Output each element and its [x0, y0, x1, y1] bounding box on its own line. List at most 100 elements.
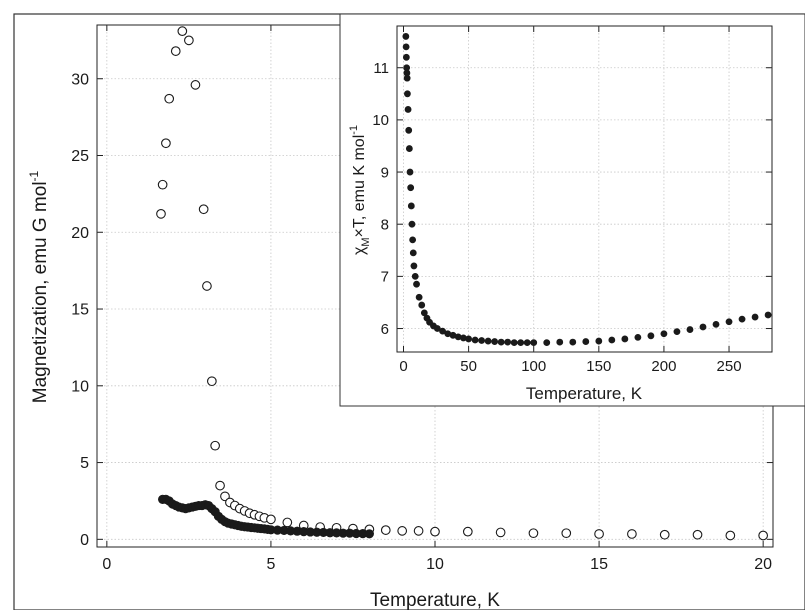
inset-series-1-point — [415, 293, 423, 301]
inset-series-1-point — [404, 90, 411, 98]
inset-series-1-point — [407, 184, 415, 192]
inset-series-1-point — [660, 330, 668, 338]
inset-series-1-point — [405, 145, 413, 152]
inset-y-axis-label-symbol: χ — [351, 246, 368, 255]
inset-series-1-point — [409, 249, 417, 257]
main-y-tick-label: 25 — [71, 148, 89, 165]
inset-x-tick-label: 100 — [521, 358, 546, 375]
inset-series-1-point — [725, 318, 733, 326]
inset-points — [402, 33, 772, 347]
main-series-1-point — [210, 440, 220, 451]
main-series-1-point — [561, 528, 572, 539]
main-series-1-point — [220, 491, 230, 502]
inset-series-1-point — [465, 335, 473, 343]
inset-y-tick-label: 8 — [381, 216, 389, 233]
inset-series-1-point — [418, 301, 426, 309]
main-series-1-point — [462, 526, 473, 537]
inset-series-1-point — [608, 336, 616, 344]
main-series-1-point — [397, 526, 408, 536]
inset-y-axis-label-subscript: M — [360, 237, 372, 246]
main-series-1-point — [627, 529, 637, 539]
inset-ticks: 0 50 100 150 200 250 6 7 8 9 10 11 — [372, 26, 772, 375]
main-y-axis-label: Magnetization, emu G mol-1 — [27, 170, 51, 403]
inset-plot: 0 50 100 150 200 250 6 7 8 9 10 11 Temperature, K χ… — [339, 13, 805, 407]
inset-series-1-point — [621, 335, 629, 343]
main-y-axis-label-exponent: -1 — [27, 170, 41, 181]
inset-series-1-point — [634, 333, 642, 341]
main-y-tick-label: 15 — [71, 302, 89, 319]
inset-series-1-point — [523, 339, 531, 347]
main-y-tick-label: 10 — [71, 378, 89, 395]
inset-y-axis-label: χM×T, emu K mol-1 — [348, 125, 372, 255]
main-series-2-point — [364, 529, 374, 539]
main-series-1-point — [282, 517, 293, 528]
main-series-1-point — [495, 527, 506, 538]
inset-series-1-point — [484, 337, 492, 345]
inset-plot-frame — [396, 25, 773, 353]
inset-y-tick-label: 11 — [373, 60, 389, 77]
inset-series-1-point — [404, 106, 412, 113]
inset-series-1-point — [517, 339, 525, 347]
inset-series-1-point — [407, 202, 415, 210]
inset-series-1-point — [402, 33, 410, 40]
inset-series-1-point — [491, 338, 499, 345]
inset-series-1-point — [504, 338, 512, 346]
inset-series-1-point — [556, 338, 564, 346]
inset-series-1-point — [543, 339, 551, 347]
inset-y-tick-label: 10 — [372, 112, 389, 129]
inset-y-axis-label-exponent: -1 — [348, 125, 360, 135]
main-x-tick-label: 5 — [266, 556, 275, 573]
inset-series-1-point — [764, 311, 772, 319]
inset-series-1-point — [686, 326, 694, 333]
main-series-1-point — [692, 529, 703, 540]
main-y-tick-label: 5 — [80, 455, 89, 472]
inset-series-1-point — [751, 313, 759, 321]
inset-x-axis-label: Temperature, K — [526, 384, 643, 403]
inset-x-tick-label: 250 — [717, 358, 742, 375]
main-series-1-point — [266, 514, 276, 525]
inset-grid — [397, 26, 772, 352]
inset-series-1-point — [673, 328, 681, 336]
inset-series-1-point — [569, 338, 577, 346]
main-series-1-point — [184, 35, 194, 46]
inset-series-1-point — [413, 280, 420, 288]
main-series-1-point — [177, 26, 188, 36]
main-series-1-point — [198, 204, 209, 215]
inset-series-1-point — [738, 315, 746, 323]
inset-series-1-point — [405, 126, 413, 134]
main-series-1-point — [528, 528, 539, 539]
main-series-1-point — [202, 281, 212, 291]
inset-series-1-point — [699, 323, 707, 331]
main-series-1-point — [659, 529, 670, 540]
main-x-tick-label: 0 — [102, 556, 111, 573]
main-grid — [97, 25, 773, 547]
inset-x-tick-label: 200 — [651, 358, 676, 375]
inset-series-1-point — [402, 53, 410, 61]
inset-series-1-point — [471, 336, 479, 344]
inset-y-tick-label: 7 — [381, 269, 389, 286]
inset-x-tick-label: 150 — [586, 358, 611, 375]
inset-x-tick-label: 0 — [399, 358, 407, 375]
inset-series-1-point — [478, 337, 486, 344]
inset-series-1-point — [411, 272, 419, 280]
inset-series-1-point — [408, 220, 416, 228]
inset-series-1-point — [406, 168, 414, 176]
main-series-1-point — [156, 208, 166, 219]
main-series-1-point — [170, 46, 181, 56]
inset-y-tick-label: 9 — [381, 164, 389, 181]
main-x-axis-label: Temperature, K — [370, 590, 500, 610]
inset-series-1-point — [712, 320, 720, 328]
main-y-tick-label: 20 — [71, 225, 89, 242]
main-series-1-point — [725, 530, 736, 541]
main-series-1-point — [594, 529, 604, 539]
inset-y-axis-label-text: ×T, emu K mol — [351, 135, 368, 238]
inset-x-tick-label: 50 — [460, 358, 477, 375]
main-series-1-point — [161, 138, 171, 149]
main-x-tick-label: 15 — [590, 556, 608, 573]
inset-series-1-point — [403, 74, 411, 82]
inset-series-1-point — [410, 262, 418, 270]
main-series-1-point — [207, 376, 217, 387]
inset-series-1-point — [530, 339, 538, 347]
main-x-tick-label: 20 — [754, 556, 772, 573]
main-series-1-point — [190, 80, 201, 90]
